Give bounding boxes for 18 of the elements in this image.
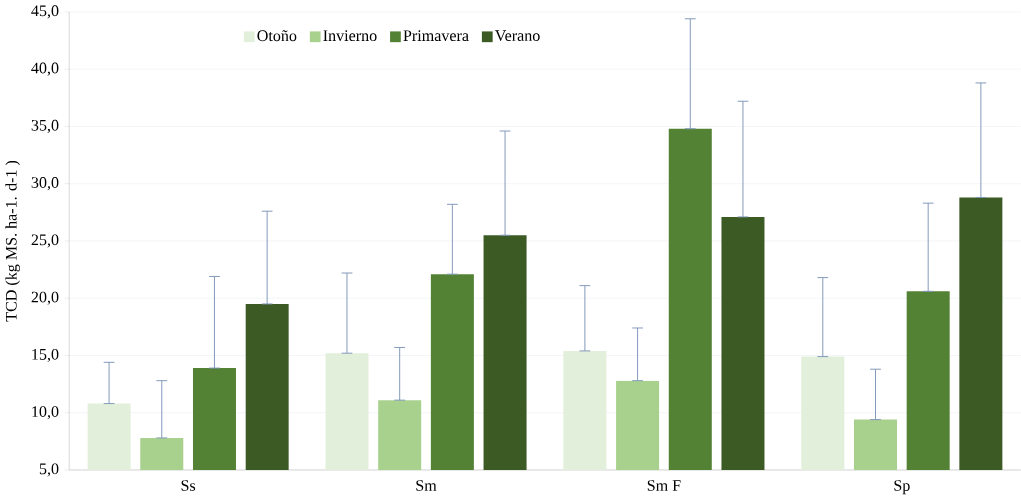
x-tick-label: Sp [894, 480, 910, 495]
y-tick-label: 20,0 [31, 291, 59, 306]
x-tick-label: Sm [416, 480, 437, 492]
y-tick-label: 45,0 [31, 5, 59, 19]
legend-label: Invierno [323, 30, 377, 42]
legend-label: Primavera [403, 30, 469, 42]
y-axis-title: TCD (kg MS. ha-1. d-1 ) [5, 161, 20, 322]
y-tick-label: 25,0 [31, 234, 59, 248]
x-tick-label: Ss [181, 480, 196, 492]
legend-label: Verano [494, 30, 540, 42]
y-tick-label: 5,0 [39, 463, 59, 477]
y-tick-label: 10,0 [32, 406, 59, 420]
y-tick-label: 40,0 [31, 62, 59, 76]
y-tick-label: 30,0 [31, 177, 59, 191]
y-tick-label: 15,0 [32, 349, 59, 363]
legend-label: Otoño [257, 30, 297, 42]
x-tick-label: Sm F [647, 480, 681, 492]
y-tick-label: 35,0 [31, 120, 59, 134]
